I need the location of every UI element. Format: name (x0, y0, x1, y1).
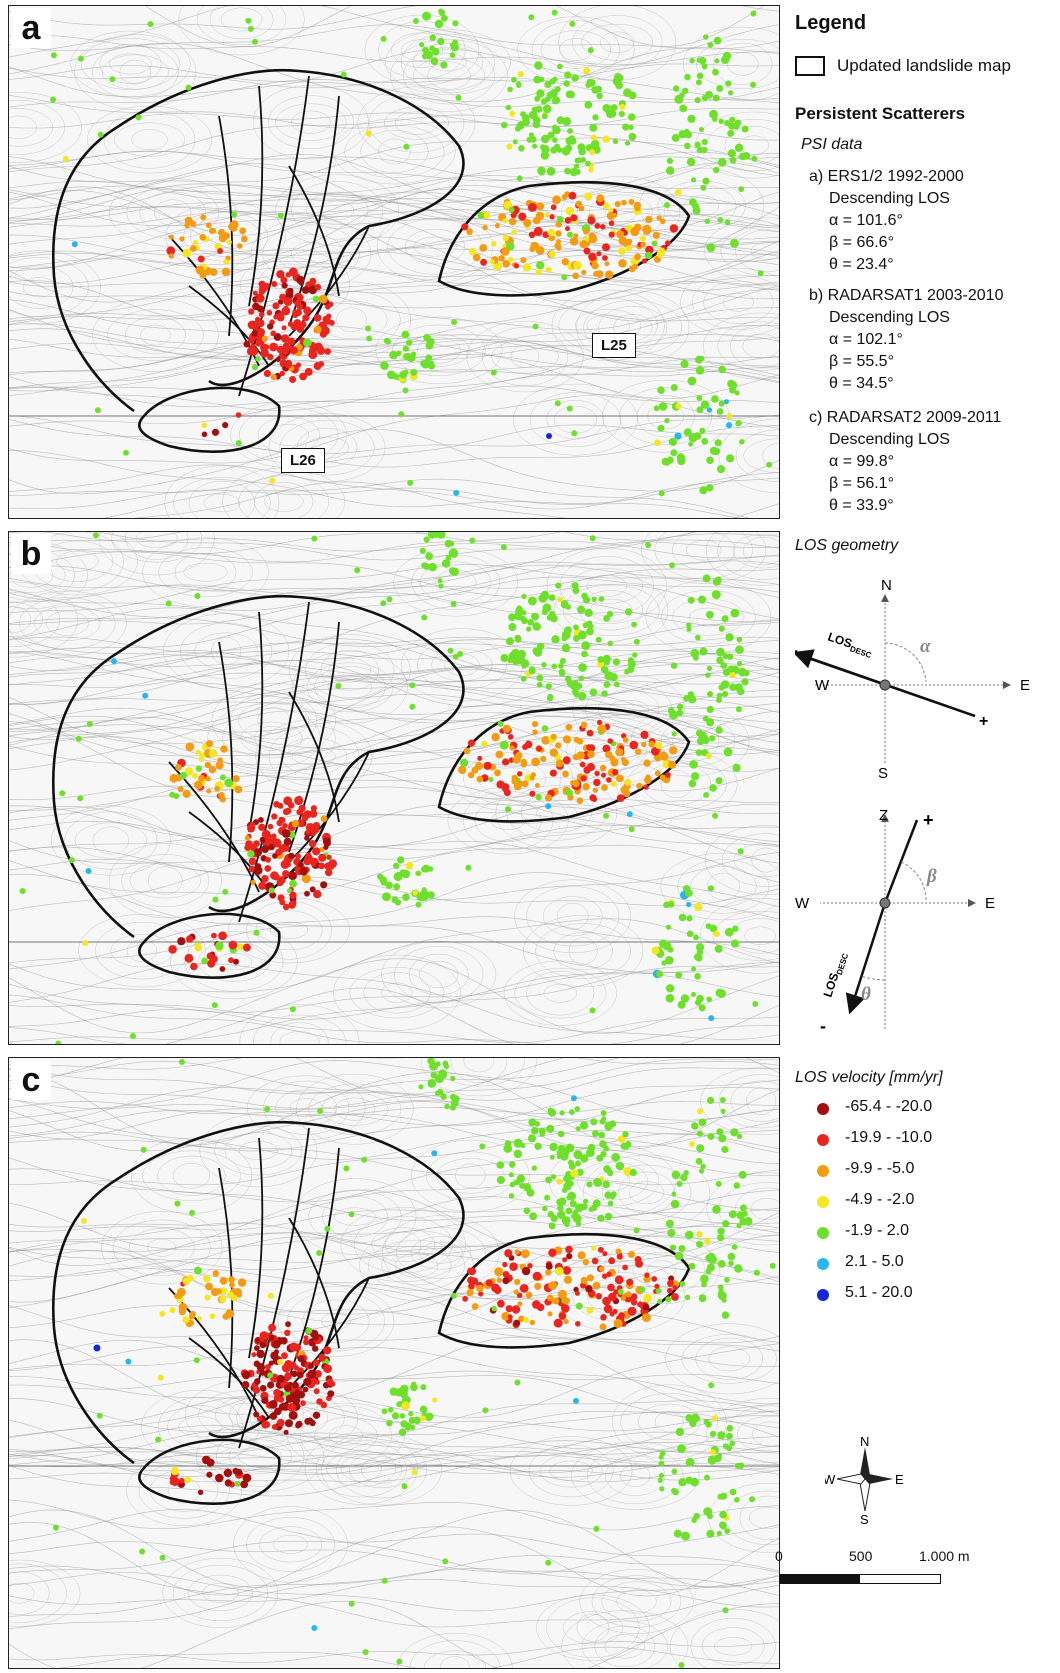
axis-z: Z (879, 807, 888, 824)
velocity-swatch (817, 1196, 829, 1208)
velocity-swatch (817, 1165, 829, 1177)
dataset-b-beta: β = 55.5° (829, 353, 894, 370)
velocity-swatch (817, 1258, 829, 1270)
ps-points (19, 532, 759, 1044)
velocity-swatch (817, 1134, 829, 1146)
landslide-outlines (52, 595, 691, 979)
dataset-a-orbit: Descending LOS (829, 190, 950, 207)
ps-points (52, 1058, 776, 1668)
dataset-a-beta: β = 66.6° (829, 234, 894, 251)
north-arrow-icon: N S W E (825, 1435, 904, 1525)
velocity-swatch (817, 1103, 829, 1115)
los-horizontal-diagram: N S W E α - + LOSDESC (795, 577, 1030, 780)
minus-sign-v: - (820, 1016, 826, 1035)
panel-label-c: c (11, 1060, 51, 1100)
velocity-range-label: -19.9 - -10.0 (845, 1129, 933, 1146)
dataset-c-beta: β = 56.1° (829, 475, 894, 492)
dataset-b-orbit: Descending LOS (829, 309, 950, 326)
dataset-c-alpha: α = 99.8° (829, 453, 895, 470)
dataset-b-name: b) RADARSAT1 2003-2010 (809, 287, 1004, 304)
north-s: S (860, 1512, 869, 1525)
plus-sign: + (979, 713, 988, 730)
velocity-classes: -65.4 - -20.0 -19.9 - -10.0 -9.9 - -5.0 -4.… (795, 1098, 1060, 1318)
compass-e: E (1020, 677, 1030, 694)
landslide-label-l25: L25 (592, 333, 636, 358)
beta-symbol: β (926, 866, 937, 887)
scale-label-1000: 1.000 m (919, 1548, 970, 1564)
compass-w: W (815, 677, 830, 694)
map-panel-b: b (8, 531, 780, 1045)
velocity-swatch (817, 1227, 829, 1239)
dataset-a-alpha: α = 101.6° (829, 212, 903, 229)
north-w: W (825, 1472, 836, 1487)
plus-sign-v: + (923, 810, 934, 830)
minus-sign: - (795, 640, 798, 660)
los-desc-label: LOSDESC (825, 630, 875, 660)
psi-title: PSI data (801, 136, 863, 153)
ps-points (50, 8, 773, 497)
scale-label-0: 0 (775, 1548, 783, 1564)
scale-bar: 0 500 1.000 m (775, 1548, 1025, 1598)
landslide-label-l26: L26 (281, 448, 325, 473)
dataset-a-theta: θ = 23.4° (829, 256, 894, 273)
compass-s: S (878, 765, 888, 780)
updated-map-label: Updated landslide map (837, 56, 1011, 75)
alpha-symbol: α (920, 636, 931, 657)
dataset-c-name: c) RADARSAT2 2009-2011 (809, 409, 1002, 426)
map-canvas-c (9, 1058, 779, 1668)
compass-n: N (881, 577, 892, 594)
velocity-range-label: -4.9 - -2.0 (845, 1191, 915, 1208)
dataset-b-theta: θ = 34.5° (829, 375, 894, 392)
contour-lines (9, 1058, 779, 1668)
contour-lines (9, 6, 779, 518)
scale-label-500: 500 (849, 1548, 873, 1564)
contour-lines (9, 532, 779, 1044)
velocity-range-label: -9.9 - -5.0 (845, 1160, 915, 1177)
map-panel-c: c (8, 1057, 780, 1669)
dataset-c-theta: θ = 33.9° (829, 497, 894, 514)
ps-title: Persistent Scatterers (795, 104, 966, 123)
velocity-title: LOS velocity [mm/yr] (795, 1069, 943, 1086)
panel-label-a: a (11, 8, 51, 48)
map-canvas-b (9, 532, 779, 1044)
legend-title: Legend (795, 12, 867, 34)
legend: Legend Updated landslide map Persistent … (775, 0, 1060, 1673)
dataset-b-alpha: α = 102.1° (829, 331, 903, 348)
landslide-map-swatch (795, 56, 825, 76)
dataset-c-orbit: Descending LOS (829, 431, 950, 448)
map-canvas-a (9, 6, 779, 518)
map-panel-a: a L25 L26 (8, 5, 780, 519)
theta-symbol: θ (861, 984, 871, 1005)
axis-e: E (985, 895, 995, 912)
los-vertical-diagram: Z W E + - β θ LOSDESC (795, 807, 995, 1035)
velocity-range-label: 5.1 - 20.0 (845, 1284, 913, 1301)
north-n: N (860, 1435, 869, 1449)
axis-w: W (795, 895, 810, 912)
los-geometry-title: LOS geometry (795, 537, 899, 554)
panel-label-b: b (11, 534, 51, 574)
dataset-a-name: a) ERS1/2 1992-2000 (809, 168, 964, 185)
los-desc-label-v: LOSDESC (821, 950, 851, 1000)
north-e: E (895, 1472, 904, 1487)
velocity-range-label: -65.4 - -20.0 (845, 1098, 933, 1115)
velocity-range-label: 2.1 - 5.0 (845, 1253, 904, 1270)
velocity-range-label: -1.9 - 2.0 (845, 1222, 910, 1239)
velocity-swatch (817, 1289, 829, 1301)
